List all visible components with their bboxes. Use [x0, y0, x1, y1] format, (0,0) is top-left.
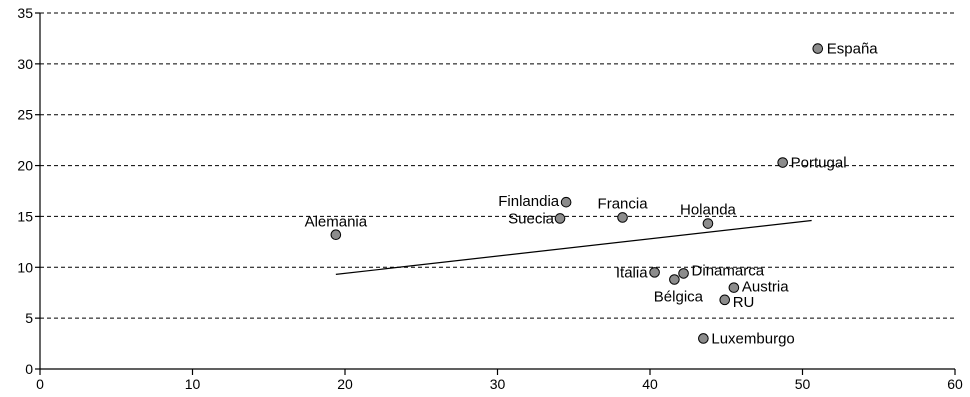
point-label-italia: Italia: [616, 264, 648, 281]
data-point-alemania: [330, 229, 342, 241]
point-label-holanda: Holanda: [680, 202, 737, 219]
data-point-dinamarca: [678, 268, 689, 279]
y-tick-label-5: 25: [17, 107, 33, 123]
data-point-francia: [617, 212, 628, 223]
point-label-belgica: Bélgica: [654, 288, 704, 305]
x-tick-label-6: 60: [947, 376, 963, 392]
x-tick-label-5: 50: [795, 376, 811, 392]
y-tick-label-2: 10: [17, 259, 33, 275]
data-point-finlandia: [560, 196, 572, 208]
point-label-portugal: Portugal: [791, 155, 847, 172]
y-tick-label-0: 0: [25, 361, 33, 377]
point-label-ru: RU: [733, 294, 755, 311]
data-point-suecia: [554, 213, 566, 224]
data-point-luxemburgo: [698, 333, 709, 344]
y-tick-label-1: 5: [25, 310, 33, 326]
point-label-suecia: Suecia: [508, 210, 555, 227]
trend-line: [335, 219, 812, 276]
y-tick-label-7: 35: [17, 5, 33, 21]
y-tick-label-3: 15: [17, 208, 33, 224]
data-point-belgica: [669, 274, 680, 285]
x-tick-label-0: 0: [36, 376, 44, 392]
data-point-austria: [728, 282, 740, 293]
point-label-luxemburgo: Luxemburgo: [711, 330, 794, 347]
point-label-austria: Austria: [742, 279, 789, 296]
point-label-dinamarca: Dinamarca: [692, 262, 765, 279]
point-label-finlandia: Finlandia: [498, 193, 560, 210]
data-point-ru: [719, 294, 731, 306]
data-point-italia: [649, 267, 660, 278]
x-tick-label-1: 10: [185, 376, 201, 392]
data-point-portugal: [777, 157, 788, 168]
data-point-espana: [812, 43, 824, 54]
y-tick-label-4: 20: [17, 158, 33, 174]
x-tick-label-2: 20: [337, 376, 353, 392]
point-label-francia: Francia: [598, 195, 649, 212]
point-label-alemania: Alemania: [305, 214, 368, 231]
data-point-holanda: [702, 218, 714, 229]
y-tick-label-6: 30: [17, 56, 33, 72]
x-tick-label-3: 30: [490, 376, 506, 392]
x-tick-label-4: 40: [642, 376, 658, 392]
point-label-espana: España: [827, 41, 879, 58]
